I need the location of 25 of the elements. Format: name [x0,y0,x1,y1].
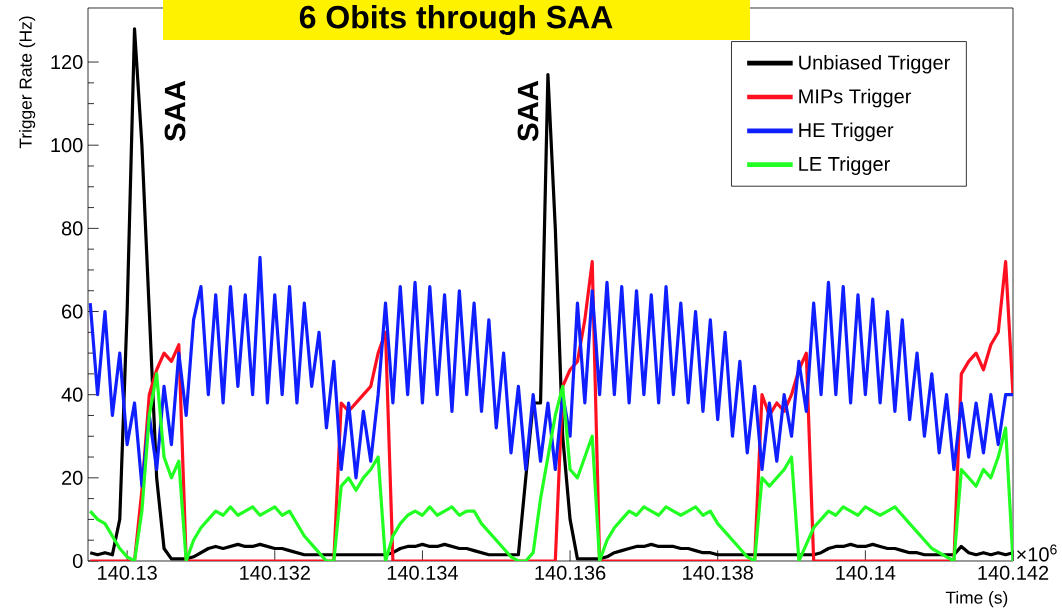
x-tick-label: 140.142 [978,565,1049,581]
y-tick-label: 100 [51,138,83,153]
y-tick-label: 80 [61,221,83,236]
x-tick-label: 140.134 [387,565,458,581]
y-tick-label: 20 [62,470,83,486]
x-tick-label: 140.132 [240,565,310,581]
x-tick-label: 140.138 [683,565,753,581]
legend-label: MIPs Trigger [799,88,912,108]
y-tick-label: 40 [61,387,83,402]
annotation: SAA [164,80,186,142]
x-tick-label: 140.136 [535,565,606,581]
y-tick-label: 60 [62,304,83,319]
y-tick-label: 0 [72,554,83,569]
y-tick-label: 120 [51,55,83,70]
line-series [88,256,1014,488]
legend-label: LE Trigger [799,156,890,176]
x-axis-title: Time (s) [945,591,1008,608]
x-tick-label: 140.14 [836,565,896,581]
legend-label: HE Trigger [799,122,894,142]
chart-title: 6 Obits through SAA [299,5,613,36]
text: ×10$^{6}$ [1016,544,1057,562]
annotation: SAA [517,80,539,142]
y-axis-title: Trigger Rate (Hz) [19,16,36,149]
legend-label: Unbiased Trigger [799,55,950,74]
x-tick-label: 140.13 [98,565,157,581]
